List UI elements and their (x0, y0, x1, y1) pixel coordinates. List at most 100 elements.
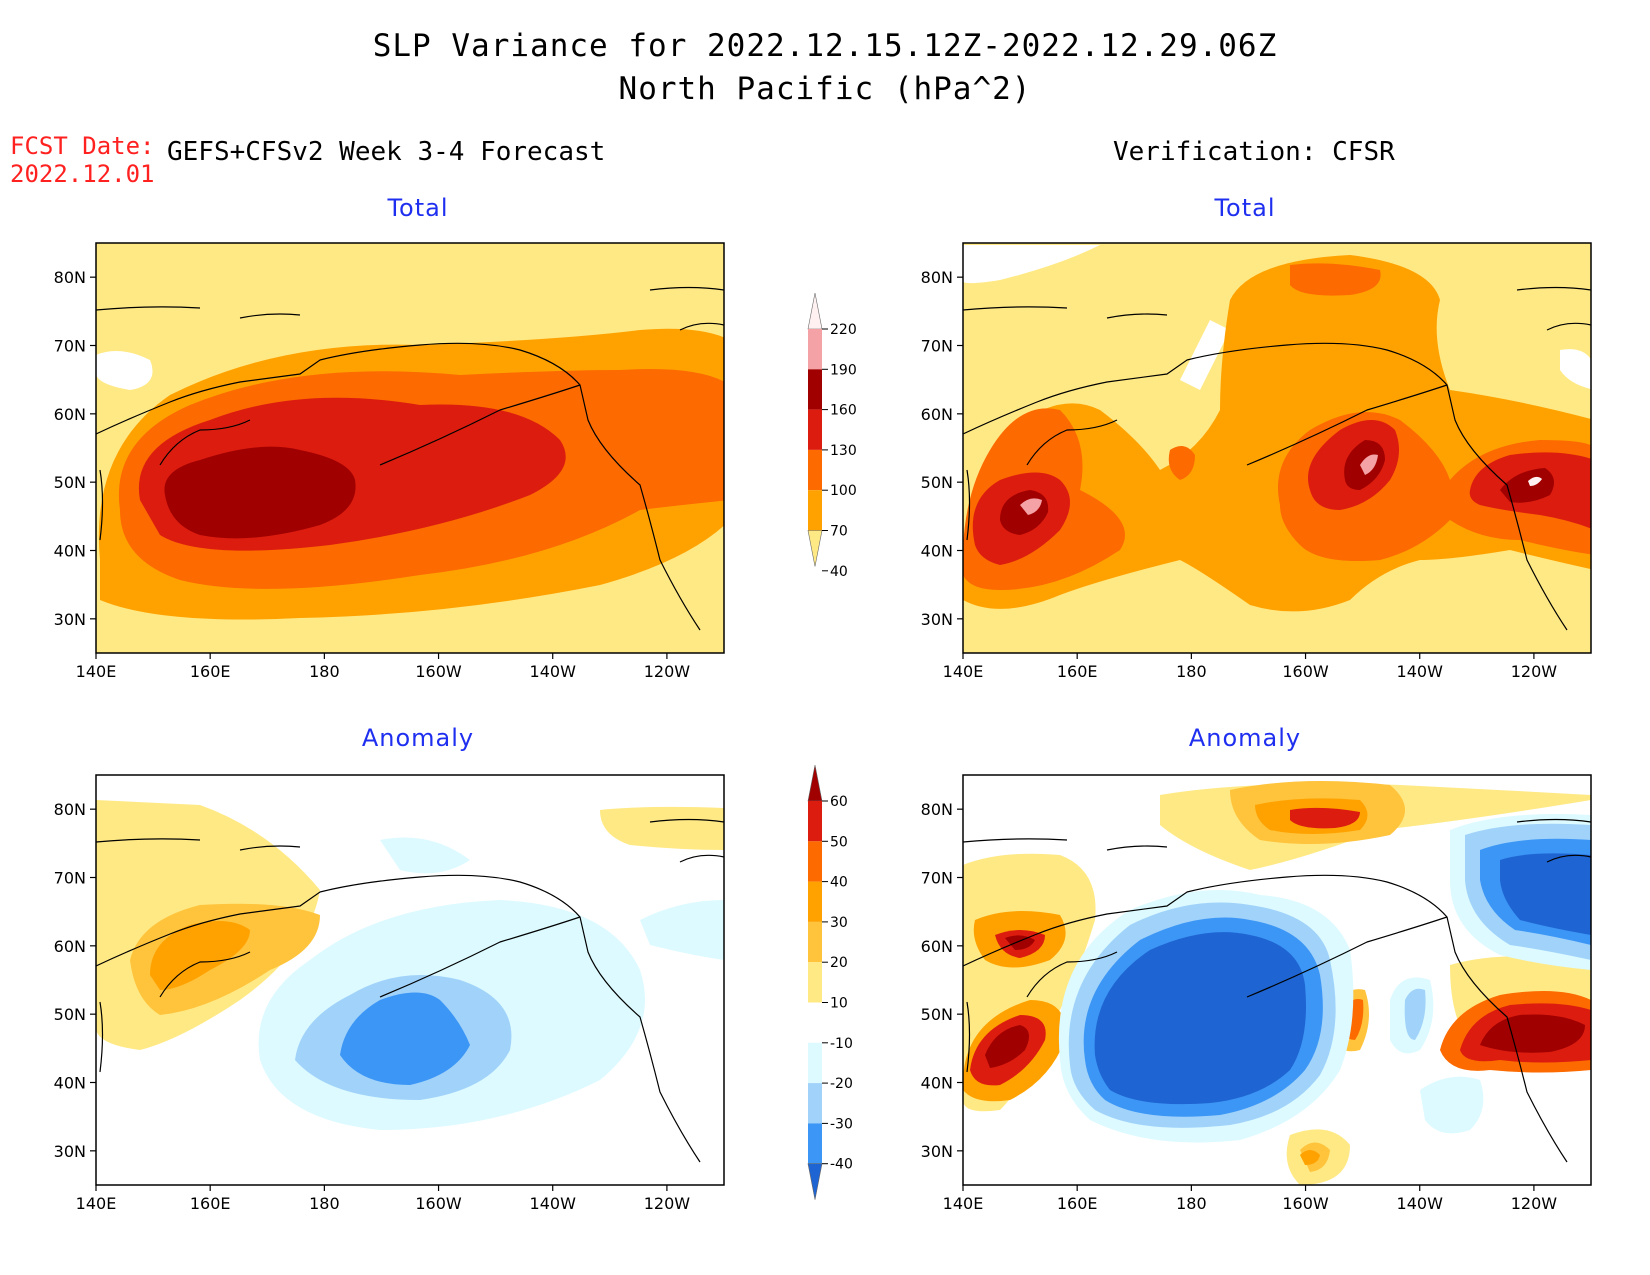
colorbar-label: -10 (830, 1036, 853, 1052)
forecast-anomaly-map (96, 775, 724, 1185)
verification-total-map (963, 243, 1591, 653)
colorbar-segment (808, 1002, 822, 1043)
lat-tick-label: 30N (921, 1142, 953, 1161)
colorbar-bottom-arrow (807, 530, 823, 567)
coastlines (96, 286, 1591, 1163)
lon-tick-label: 160W (415, 662, 462, 681)
lon-tick-label: 140W (530, 662, 577, 681)
lon-tick-label: 140E (76, 662, 117, 681)
colorbar-label: -20 (830, 1076, 853, 1092)
colorbar-top-arrow (807, 292, 823, 330)
lat-tick-label: 60N (921, 937, 953, 956)
colorbar-label: 190 (830, 362, 857, 378)
colorbar-label: 220 (830, 322, 857, 338)
panel-title-forecast-anomaly: Anomaly (361, 724, 475, 752)
lat-tick-label: 80N (921, 800, 953, 819)
colorbar-segment (808, 801, 822, 842)
lon-tick-label: 180 (309, 662, 340, 681)
lat-tick-label: 40N (921, 1074, 953, 1093)
lat-tick-label: 70N (54, 869, 86, 888)
lon-tick-label: 140W (1397, 1194, 1444, 1213)
colorbar-segment (808, 490, 822, 531)
colorbar-segment (808, 881, 822, 922)
colorbar-label: 10 (830, 996, 848, 1012)
fcst-date-value: 2022.12.01 (10, 160, 155, 188)
colorbar-bottom-arrow (807, 1163, 823, 1200)
colorbar-label: 50 (830, 834, 848, 850)
lat-tick-label: 60N (921, 405, 953, 424)
lat-tick-label: 40N (921, 542, 953, 561)
colorbar-label: 40 (830, 564, 848, 580)
coastline-verification-total (963, 286, 1591, 631)
lat-tick-label: 50N (54, 1005, 86, 1024)
colorbar-anomaly: 60 50 40 30 20 10 -10 -20 -30 -40 (807, 764, 853, 1200)
frame-forecast-total (95, 242, 725, 654)
colorbar-label: 20 (830, 955, 848, 971)
lon-tick-label: 140W (530, 1194, 577, 1213)
colorbar-segment (808, 1083, 822, 1124)
panel-title-forecast-total: Total (387, 194, 449, 222)
colorbar-segment (808, 1123, 822, 1164)
lon-tick-label: 140E (76, 1194, 117, 1213)
lat-tick-label: 50N (54, 473, 86, 492)
colorbar-label: 40 (830, 875, 848, 891)
lon-tick-label: 120W (1511, 1194, 1558, 1213)
colorbar-segment (808, 921, 822, 963)
lon-tick-label: 140E (943, 662, 984, 681)
lat-tick-label: 40N (54, 1074, 86, 1093)
colorbar-segment (808, 962, 822, 1003)
lat-tick-label: 80N (54, 268, 86, 287)
colorbar-label: 130 (830, 443, 857, 459)
colorbar-label: 70 (830, 524, 848, 540)
coastline-verification-anomaly (963, 818, 1591, 1163)
lat-tick-label: 50N (921, 1005, 953, 1024)
colorbar-label: 100 (830, 483, 857, 499)
colorbar-segment (808, 841, 822, 882)
lon-tick-label: 180 (309, 1194, 340, 1213)
colorbar-label: 60 (830, 794, 848, 810)
lon-tick-label: 180 (1176, 662, 1207, 681)
lon-tick-label: 120W (1511, 662, 1558, 681)
lon-tick-label: 140W (1397, 662, 1444, 681)
colorbar-label: -40 (830, 1157, 853, 1173)
frame-verification-total (962, 242, 1592, 654)
colorbar-total: 220 190 160 130 100 70 40 (807, 292, 857, 580)
verification-column-heading: Verification: CFSR (1113, 137, 1395, 167)
lon-tick-label: 160E (190, 662, 231, 681)
lat-tick-label: 80N (921, 268, 953, 287)
colorbar-top-arrow (807, 764, 823, 802)
lat-tick-label: 70N (921, 337, 953, 356)
panel-title-verification-total: Total (1214, 194, 1276, 222)
axis-ticks: 80N 70N 60N 50N 40N 30N 140E 160E 180 160W 140W 120… (54, 268, 1558, 1213)
lon-tick-label: 180 (1176, 1194, 1207, 1213)
coastline-forecast-anomaly (96, 818, 724, 1163)
colorbar-label: 30 (830, 915, 848, 931)
lat-tick-label: 30N (54, 1142, 86, 1161)
lat-tick-label: 70N (921, 869, 953, 888)
forecast-column-heading: GEFS+CFSv2 Week 3-4 Forecast (167, 137, 606, 167)
panel-title-verification-anomaly: Anomaly (1188, 724, 1302, 752)
colorbar-label: -30 (830, 1116, 853, 1132)
lat-tick-label: 50N (921, 473, 953, 492)
coastline-forecast-total (96, 286, 724, 631)
frame-forecast-anomaly (95, 774, 725, 1186)
colorbar-segment (808, 409, 822, 450)
lon-tick-label: 160E (190, 1194, 231, 1213)
lon-tick-label: 120W (644, 1194, 691, 1213)
lat-tick-label: 80N (54, 800, 86, 819)
title-line-2: North Pacific (hPa^2) (618, 71, 1032, 107)
colorbar-segment (808, 369, 822, 410)
lon-tick-label: 160E (1057, 662, 1098, 681)
verification-anomaly-map (963, 775, 1591, 1185)
lat-tick-label: 70N (54, 337, 86, 356)
lon-tick-label: 160W (415, 1194, 462, 1213)
colorbar-segment (808, 1042, 822, 1084)
lon-tick-label: 160W (1282, 1194, 1329, 1213)
forecast-total-map (96, 243, 724, 653)
lon-tick-label: 120W (644, 662, 691, 681)
colorbar-label: 160 (830, 403, 857, 419)
fcst-date-label: FCST Date: (10, 132, 155, 160)
frame-verification-anomaly (962, 774, 1592, 1186)
lat-tick-label: 60N (54, 405, 86, 424)
colorbar-segment (808, 329, 822, 370)
